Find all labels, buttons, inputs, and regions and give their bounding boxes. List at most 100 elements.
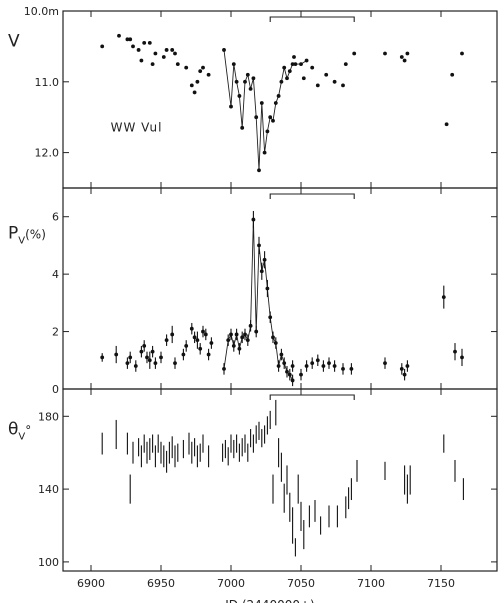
data-point — [170, 48, 175, 52]
y-axis-label-main: θ — [8, 420, 18, 440]
data-point — [133, 364, 138, 368]
data-point — [251, 76, 256, 81]
data-point — [136, 48, 141, 52]
data-point — [159, 355, 163, 360]
data-point — [184, 65, 189, 70]
data-point — [206, 72, 211, 77]
data-point — [273, 341, 278, 345]
y-tick-label: 100 — [38, 556, 59, 569]
data-point — [257, 168, 261, 173]
data-point — [383, 51, 387, 56]
data-point — [195, 338, 200, 343]
data-point — [147, 40, 152, 45]
data-point — [175, 62, 180, 66]
data-point — [234, 332, 239, 337]
data-point — [332, 79, 337, 84]
data-point — [268, 115, 273, 120]
data-point — [271, 118, 275, 123]
data-point — [460, 355, 464, 360]
data-point — [290, 378, 295, 383]
data-point — [285, 369, 289, 374]
data-point — [287, 372, 292, 377]
data-point — [327, 361, 331, 366]
data-point — [301, 76, 306, 81]
data-point — [248, 86, 253, 91]
data-point — [304, 58, 309, 63]
data-point — [282, 65, 287, 70]
data-point — [192, 90, 197, 95]
y-tick-label: 140 — [38, 483, 59, 496]
data-point — [254, 329, 259, 334]
x-tick-label: 7100 — [357, 577, 385, 590]
data-point — [251, 217, 256, 222]
y-axis-label: θV° — [8, 420, 31, 443]
data-point — [237, 94, 242, 98]
data-point — [201, 65, 205, 70]
data-point — [299, 372, 303, 377]
data-point — [262, 257, 267, 262]
data-point — [114, 352, 119, 357]
data-point — [164, 338, 169, 343]
data-point — [240, 125, 245, 130]
data-point — [198, 346, 203, 351]
data-point — [164, 48, 169, 52]
data-point — [222, 367, 226, 371]
y-axis-label-main: P — [8, 223, 18, 243]
data-point — [189, 83, 194, 88]
data-point — [262, 150, 267, 155]
data-point — [125, 37, 130, 42]
y-tick-label: 6 — [52, 211, 59, 224]
panel-v: 10.0m 11.0 12.0 V WW Vul — [8, 5, 498, 189]
data-point — [290, 364, 295, 368]
data-point — [234, 79, 239, 84]
data-point — [231, 62, 236, 66]
data-point — [145, 355, 149, 360]
data-point — [150, 62, 155, 66]
panel-frame — [62, 10, 498, 189]
data-point — [206, 352, 211, 357]
data-point — [226, 338, 231, 343]
panel-frame — [62, 388, 498, 572]
data-point — [265, 129, 270, 134]
data-point — [287, 69, 292, 74]
data-point — [150, 349, 155, 354]
data-point — [399, 367, 404, 371]
data-point — [243, 79, 247, 84]
data-point — [259, 101, 264, 105]
data-point — [324, 72, 329, 77]
data-point — [181, 352, 186, 357]
data-point — [245, 72, 250, 77]
data-point — [203, 332, 208, 337]
data-point — [209, 341, 214, 345]
star-name-label: WW Vul — [111, 120, 163, 134]
data-point — [229, 104, 233, 109]
data-point — [299, 62, 303, 66]
data-point — [304, 364, 309, 368]
data-point — [131, 44, 135, 49]
data-point — [343, 62, 348, 66]
data-point — [315, 83, 320, 88]
data-point — [405, 51, 410, 56]
data-point — [279, 352, 284, 357]
data-point — [229, 332, 233, 337]
data-point — [243, 332, 247, 337]
data-point — [310, 361, 315, 366]
data-point — [128, 355, 133, 360]
data-point — [315, 358, 320, 363]
data-point — [161, 55, 166, 59]
data-point — [383, 361, 387, 366]
data-point — [153, 51, 158, 56]
data-point — [231, 344, 236, 348]
y-tick-label: 4 — [52, 268, 59, 281]
data-point — [222, 48, 226, 52]
y-tick-label: 180 — [38, 410, 59, 423]
y-tick-label: 0 — [52, 383, 59, 396]
data-point — [189, 326, 194, 331]
panel-pv: 0 2 4 6 PV(%) — [8, 187, 498, 396]
data-point — [173, 361, 177, 366]
y-axis-label-main: V — [8, 31, 20, 51]
data-point — [254, 115, 259, 120]
data-point — [173, 51, 177, 56]
data-point — [198, 69, 203, 74]
